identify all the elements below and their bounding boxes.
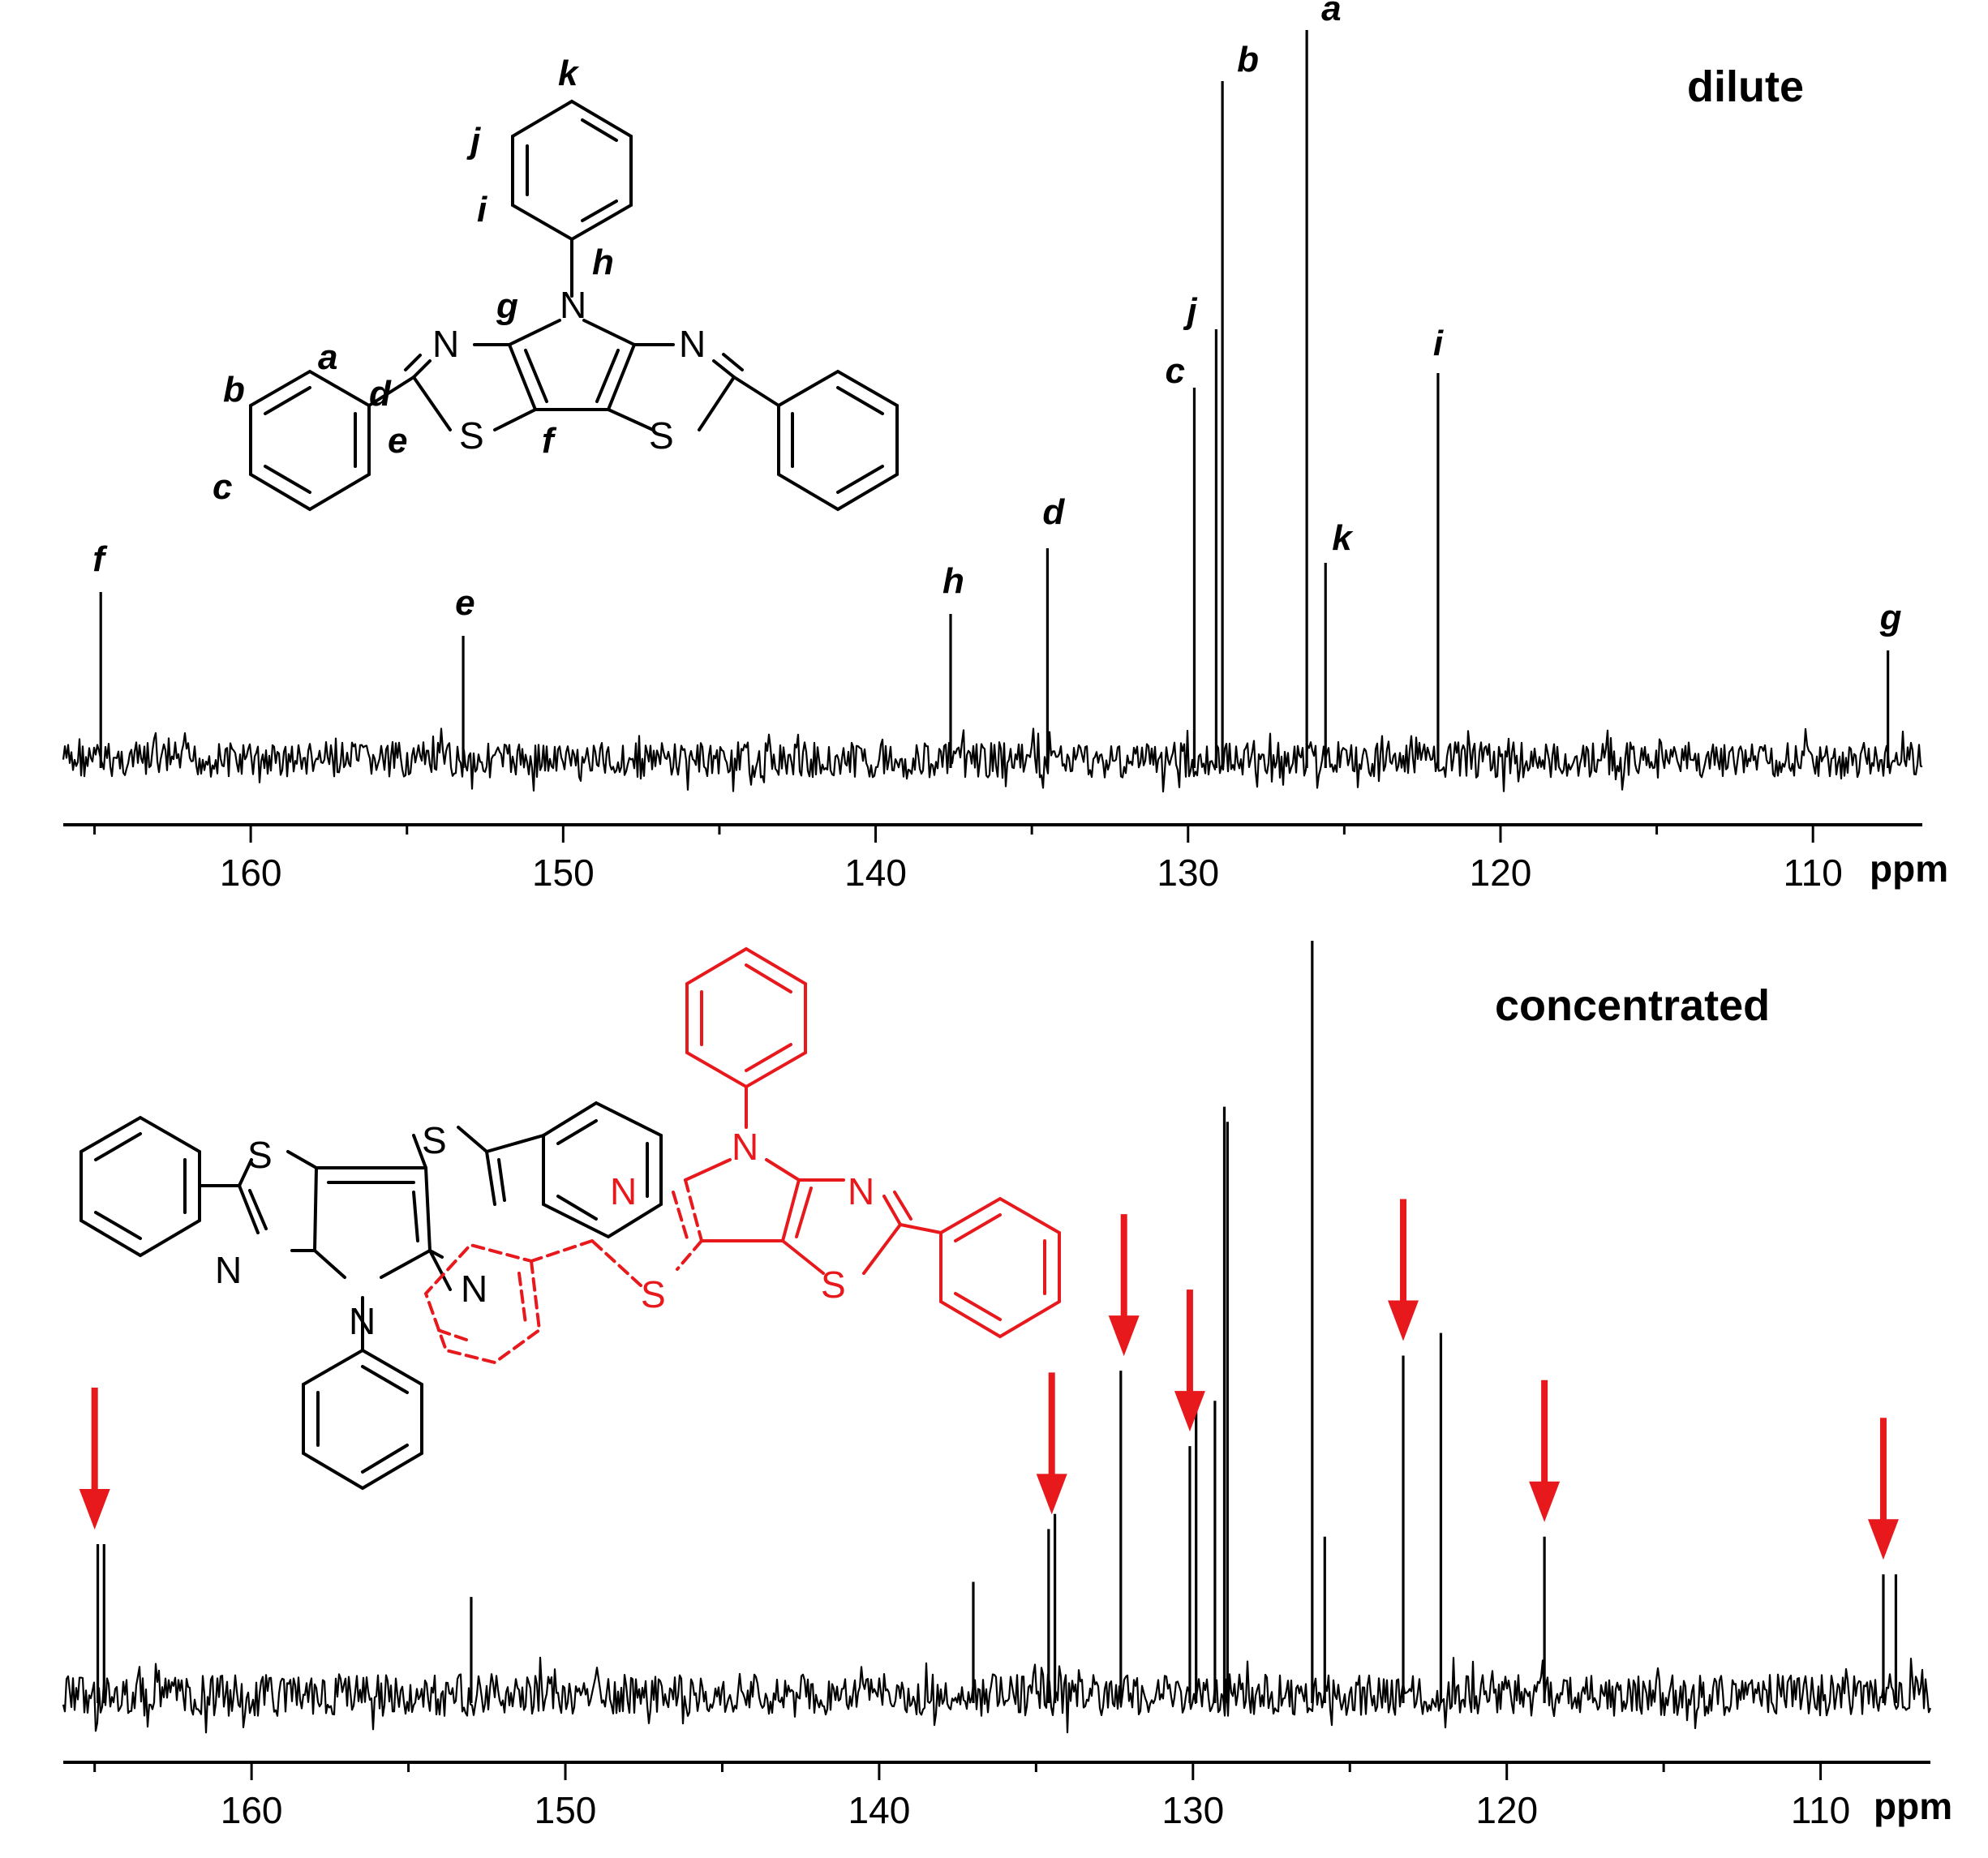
atom-n-left: N [432, 323, 459, 365]
dimer-atom-s1: S [247, 1134, 273, 1176]
tick-label-140: 140 [848, 1789, 911, 1831]
dimer-atom-n3: N [461, 1268, 487, 1310]
unit-label-concentrated: ppm [1874, 1785, 1952, 1827]
pos-label-d: d [369, 374, 392, 414]
red-atom-n3: N [848, 1170, 874, 1212]
peaks-concentrated [96, 941, 1898, 1703]
arrow-6 [1867, 1418, 1899, 1560]
tick-label-110: 110 [1784, 852, 1843, 894]
red-dashed-bonds [423, 1178, 703, 1365]
arrow-1 [1036, 1372, 1067, 1515]
peak-label-b: b [1237, 40, 1259, 79]
spectrum-concentrated [62, 1656, 1932, 1734]
peak-label-h: h [942, 561, 964, 601]
arrow-2 [1108, 1214, 1140, 1357]
dimer-atom-n1: N [215, 1249, 242, 1291]
peak-label-f: f [92, 539, 108, 579]
panel-concentrated: 160 150 140 130 120 110 ppm concentrated [62, 941, 1952, 1831]
phenyl-ring-top [511, 99, 633, 242]
unit-label-dilute: ppm [1870, 847, 1948, 890]
peak-label-i: i [1433, 324, 1444, 363]
arrow-3 [1174, 1289, 1205, 1432]
pos-label-e: e [388, 421, 407, 461]
peak-label-g: g [1879, 598, 1902, 637]
pos-label-c: c [213, 467, 232, 507]
pos-label-h: h [592, 242, 614, 282]
red-atom-s2: S [821, 1264, 846, 1306]
peaks-dilute [99, 30, 1890, 768]
red-atom-s1: S [641, 1273, 666, 1315]
pos-label-g: g [496, 286, 518, 326]
arrow-0 [79, 1388, 110, 1530]
tick-label-140: 140 [844, 852, 907, 894]
tick-label-130: 130 [1161, 1789, 1224, 1831]
red-atom-n1: N [732, 1126, 758, 1168]
pos-label-i: i [477, 190, 487, 230]
tick-label-110: 110 [1791, 1789, 1850, 1831]
structure-monomer-atoms: N N N S S k j i h g a b d e f c [213, 54, 706, 507]
red-atom-n2: N [610, 1170, 637, 1212]
pos-label-k: k [558, 54, 580, 93]
arrows-concentrated [79, 1199, 1899, 1560]
tick-label-160: 160 [221, 1789, 283, 1831]
spectrum-dilute [62, 727, 1923, 793]
peak-label-j: j [1183, 291, 1197, 331]
tick-label-120: 120 [1475, 1789, 1538, 1831]
peak-label-k: k [1332, 518, 1354, 558]
red-phenyl-right [939, 1196, 1061, 1339]
structure-monomer [249, 99, 899, 512]
atom-s-left: S [459, 414, 484, 457]
peak-label-a: a [1321, 0, 1341, 28]
ticks-concentrated: 160 150 140 130 120 110 [93, 1762, 1850, 1831]
dimer-atom-n2: N [349, 1300, 376, 1342]
structure-dimer-black [79, 1101, 663, 1491]
red-phenyl-top [685, 946, 807, 1089]
peak-label-e: e [455, 583, 474, 623]
arrow-5 [1529, 1380, 1561, 1522]
pos-label-f: f [542, 421, 557, 461]
peak-label-d: d [1042, 492, 1065, 532]
tick-label-150: 150 [535, 1789, 597, 1831]
atom-n-right: N [679, 323, 706, 365]
condition-label-concentrated: concentrated [1495, 981, 1770, 1030]
atom-s-right: S [649, 414, 674, 457]
pos-label-a: a [318, 337, 337, 377]
tick-label-150: 150 [532, 852, 595, 894]
pos-label-j: j [466, 121, 481, 161]
peak-label-c: c [1165, 351, 1184, 391]
dimer-atom-s2: S [422, 1119, 447, 1161]
tick-label-120: 120 [1470, 852, 1532, 894]
arrow-4 [1388, 1199, 1419, 1341]
dimer-phenyl-bottom [302, 1348, 423, 1491]
structure-dimer-black-atoms: S N N S N [215, 1119, 487, 1342]
condition-label-dilute: dilute [1687, 62, 1804, 111]
tick-label-160: 160 [220, 852, 282, 894]
atom-n-pyrrole: N [560, 284, 586, 326]
structure-dimer-red-atoms: N N N S S [610, 1126, 874, 1315]
dimer-phenyl-left [79, 1115, 201, 1258]
dimer-phenyl-middle [542, 1101, 663, 1239]
phenyl-ring-right [777, 369, 899, 512]
structure-dimer-red [423, 946, 1061, 1365]
phenyl-ring-left [249, 369, 371, 512]
tick-label-130: 130 [1157, 852, 1219, 894]
pos-label-b: b [223, 370, 245, 410]
ticks-dilute: 160 150 140 130 120 110 [93, 825, 1843, 894]
